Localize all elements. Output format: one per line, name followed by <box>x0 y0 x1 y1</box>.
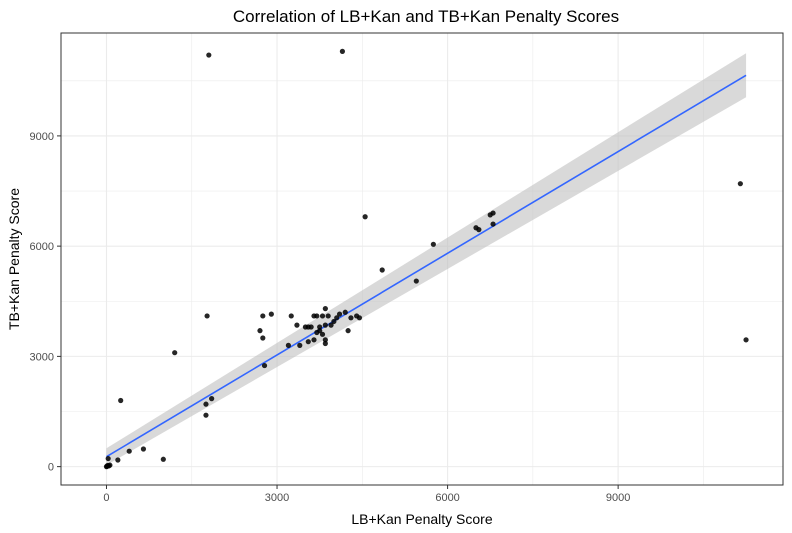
data-point <box>206 52 212 58</box>
data-point <box>322 306 328 312</box>
x-tick-label: 9000 <box>606 492 630 504</box>
data-point <box>261 362 268 369</box>
data-point <box>288 313 294 319</box>
data-point <box>379 267 385 273</box>
y-axis-ticks: 0 3000 6000 9000 <box>30 131 61 474</box>
data-point <box>268 311 274 317</box>
data-point <box>126 448 132 454</box>
data-point <box>314 313 320 319</box>
data-point <box>490 221 496 227</box>
data-point <box>317 324 323 330</box>
data-point <box>257 328 263 334</box>
data-point <box>342 309 348 315</box>
data-point <box>476 227 482 233</box>
data-point <box>118 397 124 404</box>
data-point <box>105 455 111 462</box>
x-tick-label: 6000 <box>435 492 459 504</box>
regression-line <box>106 74 747 458</box>
data-point <box>430 241 436 247</box>
data-point <box>294 322 300 328</box>
data-point <box>285 342 292 348</box>
y-tick-label: 0 <box>48 462 54 474</box>
x-axis-ticks: 0 3000 6000 9000 <box>103 485 630 504</box>
data-point <box>319 313 326 319</box>
x-tick-label: 3000 <box>265 492 289 504</box>
data-point <box>322 340 328 347</box>
data-point <box>203 401 209 407</box>
data-point <box>743 337 749 343</box>
data-point <box>737 181 743 187</box>
x-axis-label: LB+Kan Penalty Score <box>351 511 492 527</box>
data-point <box>297 342 303 348</box>
data-point <box>115 457 121 463</box>
data-point <box>317 328 323 334</box>
data-point <box>328 322 334 328</box>
data-point <box>334 315 340 321</box>
data-point <box>311 337 317 343</box>
data-point <box>348 315 354 321</box>
panel-border <box>60 32 784 486</box>
data-point <box>322 322 328 328</box>
chart-title: Correlation of LB+Kan and TB+Kan Penalty… <box>233 7 619 26</box>
y-tick-label: 6000 <box>30 241 54 253</box>
data-point <box>362 214 368 220</box>
data-point <box>325 313 331 319</box>
data-point <box>209 396 215 402</box>
data-point <box>140 446 147 452</box>
fit-line-layer <box>106 74 747 458</box>
data-point <box>339 48 346 54</box>
data-point <box>413 278 419 284</box>
data-point <box>204 313 210 319</box>
data-point <box>322 337 328 343</box>
data-point <box>107 462 113 468</box>
data-point <box>260 335 266 341</box>
data-point <box>490 210 496 216</box>
y-tick-label: 3000 <box>30 351 54 363</box>
data-point <box>319 331 326 337</box>
data-point <box>345 328 351 334</box>
y-axis-label: TB+Kan Penalty Score <box>6 188 22 330</box>
data-point <box>260 313 266 319</box>
y-tick-label: 9000 <box>30 131 54 143</box>
data-point <box>336 311 343 317</box>
x-tick-label: 0 <box>103 492 109 504</box>
data-point <box>356 315 363 321</box>
data-point <box>203 412 209 418</box>
data-point <box>305 339 311 345</box>
data-point <box>331 318 337 325</box>
points-layer <box>103 48 749 470</box>
data-point <box>172 350 178 356</box>
data-point <box>308 324 314 330</box>
data-point <box>160 456 166 462</box>
